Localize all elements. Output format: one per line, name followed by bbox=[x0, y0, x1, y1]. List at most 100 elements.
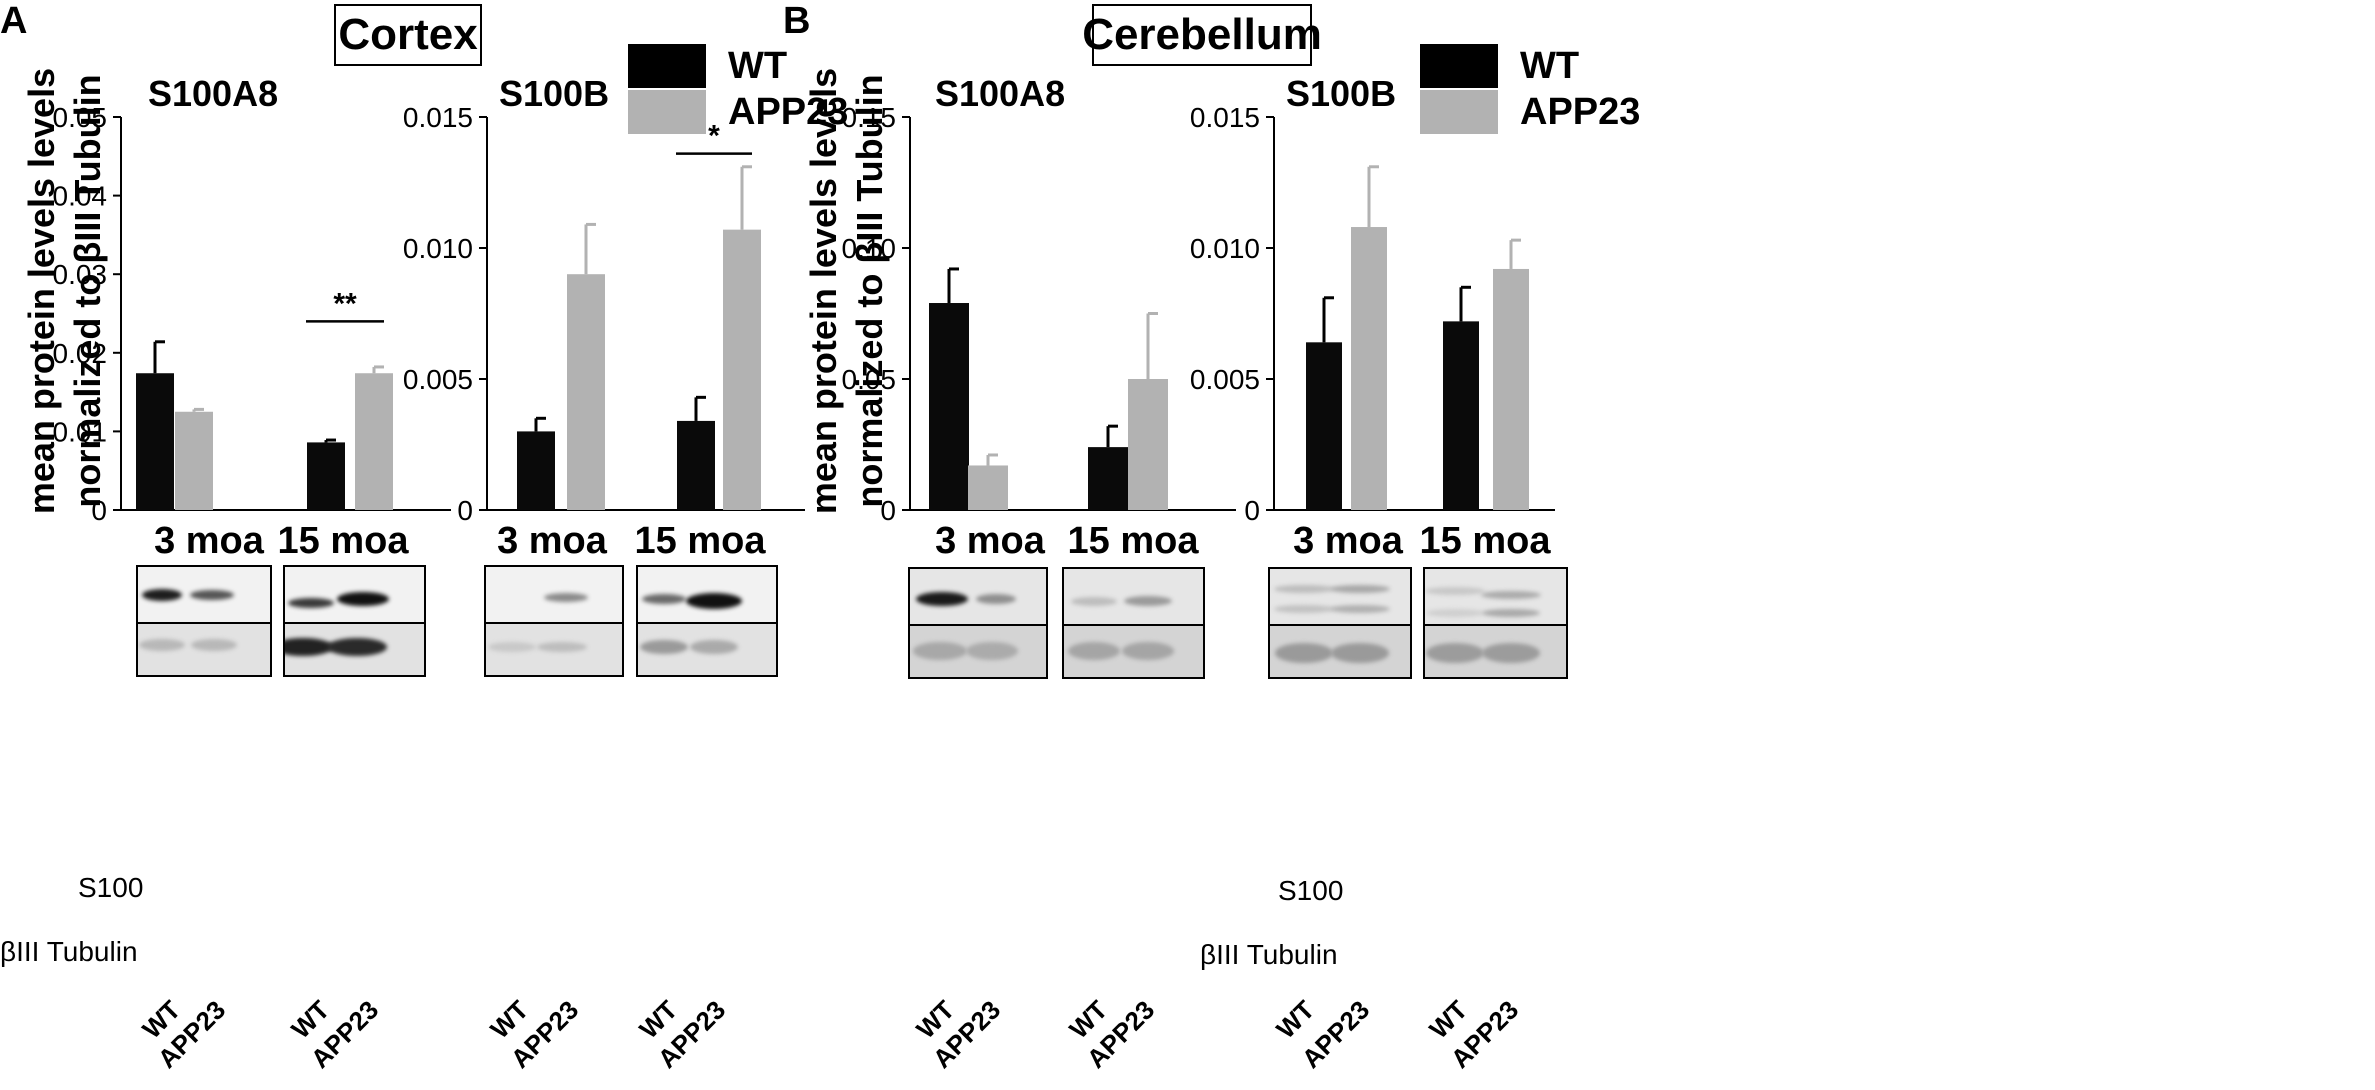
legend-item-wt: WT bbox=[1420, 44, 1579, 88]
chart-title: S100B bbox=[1286, 73, 1396, 114]
blot-band bbox=[1122, 642, 1174, 660]
blot-panel bbox=[1268, 567, 1412, 679]
blot-band bbox=[966, 642, 1018, 660]
blot-panel bbox=[1062, 567, 1205, 679]
blot-band bbox=[1071, 596, 1117, 606]
blot-band bbox=[1482, 609, 1540, 617]
bar-app23 bbox=[968, 465, 1008, 510]
blot-divider bbox=[285, 622, 424, 624]
blot-band bbox=[1331, 643, 1389, 663]
category-label: 3 moa bbox=[154, 520, 265, 562]
bar-app23 bbox=[1128, 379, 1168, 510]
legend-item-wt: WT bbox=[628, 44, 787, 88]
region-title-cortex: Cortex bbox=[334, 4, 482, 66]
bar-app23 bbox=[1351, 227, 1387, 511]
blot-band bbox=[191, 639, 237, 651]
y-tick-label: 0.10 bbox=[842, 233, 897, 264]
blot-band bbox=[1274, 585, 1334, 593]
y-tick-label: 0.015 bbox=[1190, 102, 1260, 133]
bar-app23 bbox=[175, 411, 213, 510]
significance-marker: ** bbox=[333, 287, 357, 320]
y-tick-label: 0.005 bbox=[403, 364, 473, 395]
bar-wt bbox=[136, 373, 174, 510]
bar-app23 bbox=[567, 274, 605, 510]
chart-title: S100A8 bbox=[935, 73, 1065, 114]
y-tick-label: 0 bbox=[1244, 495, 1260, 526]
y-tick-label: 0 bbox=[880, 495, 896, 526]
category-label: 3 moa bbox=[935, 520, 1046, 562]
significance-marker: * bbox=[708, 120, 720, 153]
blot-band bbox=[913, 642, 967, 660]
blot-divider bbox=[1270, 624, 1410, 626]
chart-title: S100A8 bbox=[148, 73, 278, 114]
legend-item-app23: APP23 bbox=[1420, 90, 1640, 134]
blot-divider bbox=[138, 622, 270, 624]
category-label: 3 moa bbox=[497, 520, 608, 562]
bar-wt bbox=[677, 420, 715, 510]
bar-wt bbox=[1443, 321, 1479, 510]
blot-panel bbox=[908, 567, 1048, 679]
y-tick-label: 0.010 bbox=[1190, 233, 1260, 264]
blot-band bbox=[1426, 609, 1484, 617]
blot-band bbox=[190, 590, 234, 600]
blot-band bbox=[690, 640, 738, 654]
category-label: 15 moa bbox=[635, 520, 767, 562]
blot-divider bbox=[638, 622, 776, 624]
blot-band bbox=[139, 639, 185, 651]
blot-band bbox=[976, 594, 1016, 604]
blot-divider bbox=[486, 622, 622, 624]
blot-band bbox=[285, 638, 333, 656]
blot-band bbox=[1482, 643, 1540, 663]
blot-band bbox=[537, 642, 587, 652]
blot-panel bbox=[136, 565, 272, 677]
blot-band bbox=[142, 589, 182, 601]
legend-label-app23: APP23 bbox=[1520, 90, 1641, 133]
blot-band bbox=[642, 594, 686, 604]
bar-wt bbox=[517, 431, 555, 510]
blot-band bbox=[1274, 605, 1334, 613]
bar-app23 bbox=[1493, 268, 1529, 510]
category-label: 15 moa bbox=[1420, 520, 1552, 562]
y-tick-label: 0.05 bbox=[53, 102, 108, 133]
y-tick-label: 0.04 bbox=[53, 181, 108, 212]
blot-band bbox=[640, 640, 688, 654]
blot-band bbox=[1330, 605, 1390, 613]
blot-divider bbox=[1425, 624, 1566, 626]
legend-swatch-app23 bbox=[1420, 90, 1498, 134]
blot-band bbox=[337, 592, 389, 606]
y-tick-label: 0.010 bbox=[403, 233, 473, 264]
y-tick-label: 0.03 bbox=[53, 259, 108, 290]
blot-divider bbox=[910, 624, 1046, 626]
category-label: 15 moa bbox=[1068, 520, 1200, 562]
category-label: 3 moa bbox=[1293, 520, 1404, 562]
legend-item-app23: APP23 bbox=[628, 90, 848, 134]
region-title-cerebellum: Cerebellum bbox=[1082, 4, 1322, 66]
blot-band bbox=[686, 593, 742, 609]
blot-band bbox=[544, 592, 588, 602]
blot-band bbox=[1425, 587, 1485, 595]
bar-wt bbox=[929, 303, 969, 510]
blot-row-label-tubulin: βIII Tubulin bbox=[1200, 939, 1338, 970]
legend-swatch-wt bbox=[628, 44, 706, 88]
y-tick-label: 0.02 bbox=[53, 338, 108, 369]
blot-band bbox=[288, 598, 334, 608]
panel-letter-b: B bbox=[783, 0, 811, 42]
y-tick-label: 0.01 bbox=[53, 416, 108, 447]
chart-title: S100B bbox=[499, 73, 609, 114]
blot-band bbox=[1330, 585, 1390, 593]
blot-panel bbox=[1423, 567, 1568, 679]
bar-app23 bbox=[355, 373, 393, 510]
blot-panel bbox=[283, 565, 426, 677]
legend-swatch-app23 bbox=[628, 90, 706, 134]
legend-label-wt: WT bbox=[728, 44, 788, 87]
blot-band bbox=[916, 592, 968, 606]
blot-panel bbox=[636, 565, 778, 677]
blot-panel bbox=[484, 565, 624, 677]
y-tick-label: 0.015 bbox=[403, 102, 473, 133]
category-label: 15 moa bbox=[278, 520, 410, 562]
blot-band bbox=[1481, 591, 1541, 599]
